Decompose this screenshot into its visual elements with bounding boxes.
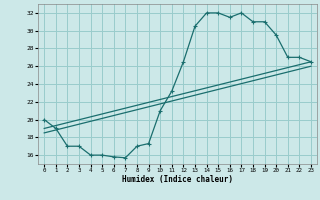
X-axis label: Humidex (Indice chaleur): Humidex (Indice chaleur) bbox=[122, 175, 233, 184]
